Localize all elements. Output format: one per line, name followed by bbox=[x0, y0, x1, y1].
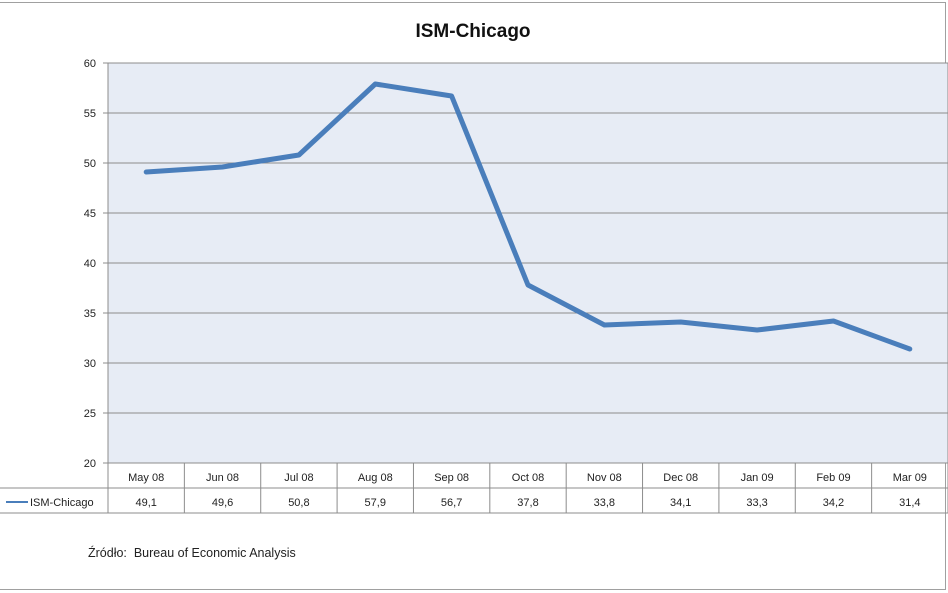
y-tick-label: 30 bbox=[84, 358, 96, 370]
y-tick-label: 60 bbox=[84, 58, 96, 70]
data-label: 33,3 bbox=[746, 497, 767, 509]
data-table: May 08 49,1 Jun 08 49,6 Jul 08 50,8 Aug 08 57,9… bbox=[0, 462, 948, 514]
category-label: Sep 08 bbox=[434, 472, 469, 484]
data-label: 56,7 bbox=[441, 497, 462, 509]
y-axis: 20 25 30 35 40 45 50 55 60 bbox=[84, 58, 108, 470]
data-label: 49,1 bbox=[135, 497, 156, 509]
source-note: Źródło: Bureau of Economic Analysis bbox=[88, 546, 296, 560]
category-label: Dec 08 bbox=[663, 472, 698, 484]
category-label: Mar 09 bbox=[893, 472, 927, 484]
chart-title: ISM-Chicago bbox=[415, 21, 530, 42]
data-label: 37,8 bbox=[517, 497, 538, 509]
category-label: Jul 08 bbox=[284, 472, 313, 484]
category-label: Feb 09 bbox=[816, 472, 850, 484]
data-label: 34,2 bbox=[823, 497, 844, 509]
y-tick-label: 35 bbox=[84, 308, 96, 320]
y-tick-label: 45 bbox=[84, 208, 96, 220]
data-label: 50,8 bbox=[288, 497, 309, 509]
y-tick-label: 20 bbox=[84, 458, 96, 470]
series-layer bbox=[143, 81, 913, 352]
category-label: May 08 bbox=[128, 472, 164, 484]
category-label: Jun 08 bbox=[206, 472, 239, 484]
data-label: 49,6 bbox=[212, 497, 233, 509]
y-tick-label: 25 bbox=[84, 408, 96, 420]
y-tick-label: 50 bbox=[84, 158, 96, 170]
data-label: 57,9 bbox=[365, 497, 386, 509]
data-label: 34,1 bbox=[670, 497, 691, 509]
y-tick-label: 55 bbox=[84, 108, 96, 120]
category-label: Aug 08 bbox=[358, 472, 393, 484]
category-label: Nov 08 bbox=[587, 472, 622, 484]
category-label: Oct 08 bbox=[512, 472, 544, 484]
y-tick-label: 40 bbox=[84, 258, 96, 270]
category-label: Jan 09 bbox=[741, 472, 774, 484]
data-label: 33,8 bbox=[594, 497, 615, 509]
data-label: 31,4 bbox=[899, 497, 920, 509]
legend-entry: ISM-Chicago bbox=[30, 497, 94, 509]
